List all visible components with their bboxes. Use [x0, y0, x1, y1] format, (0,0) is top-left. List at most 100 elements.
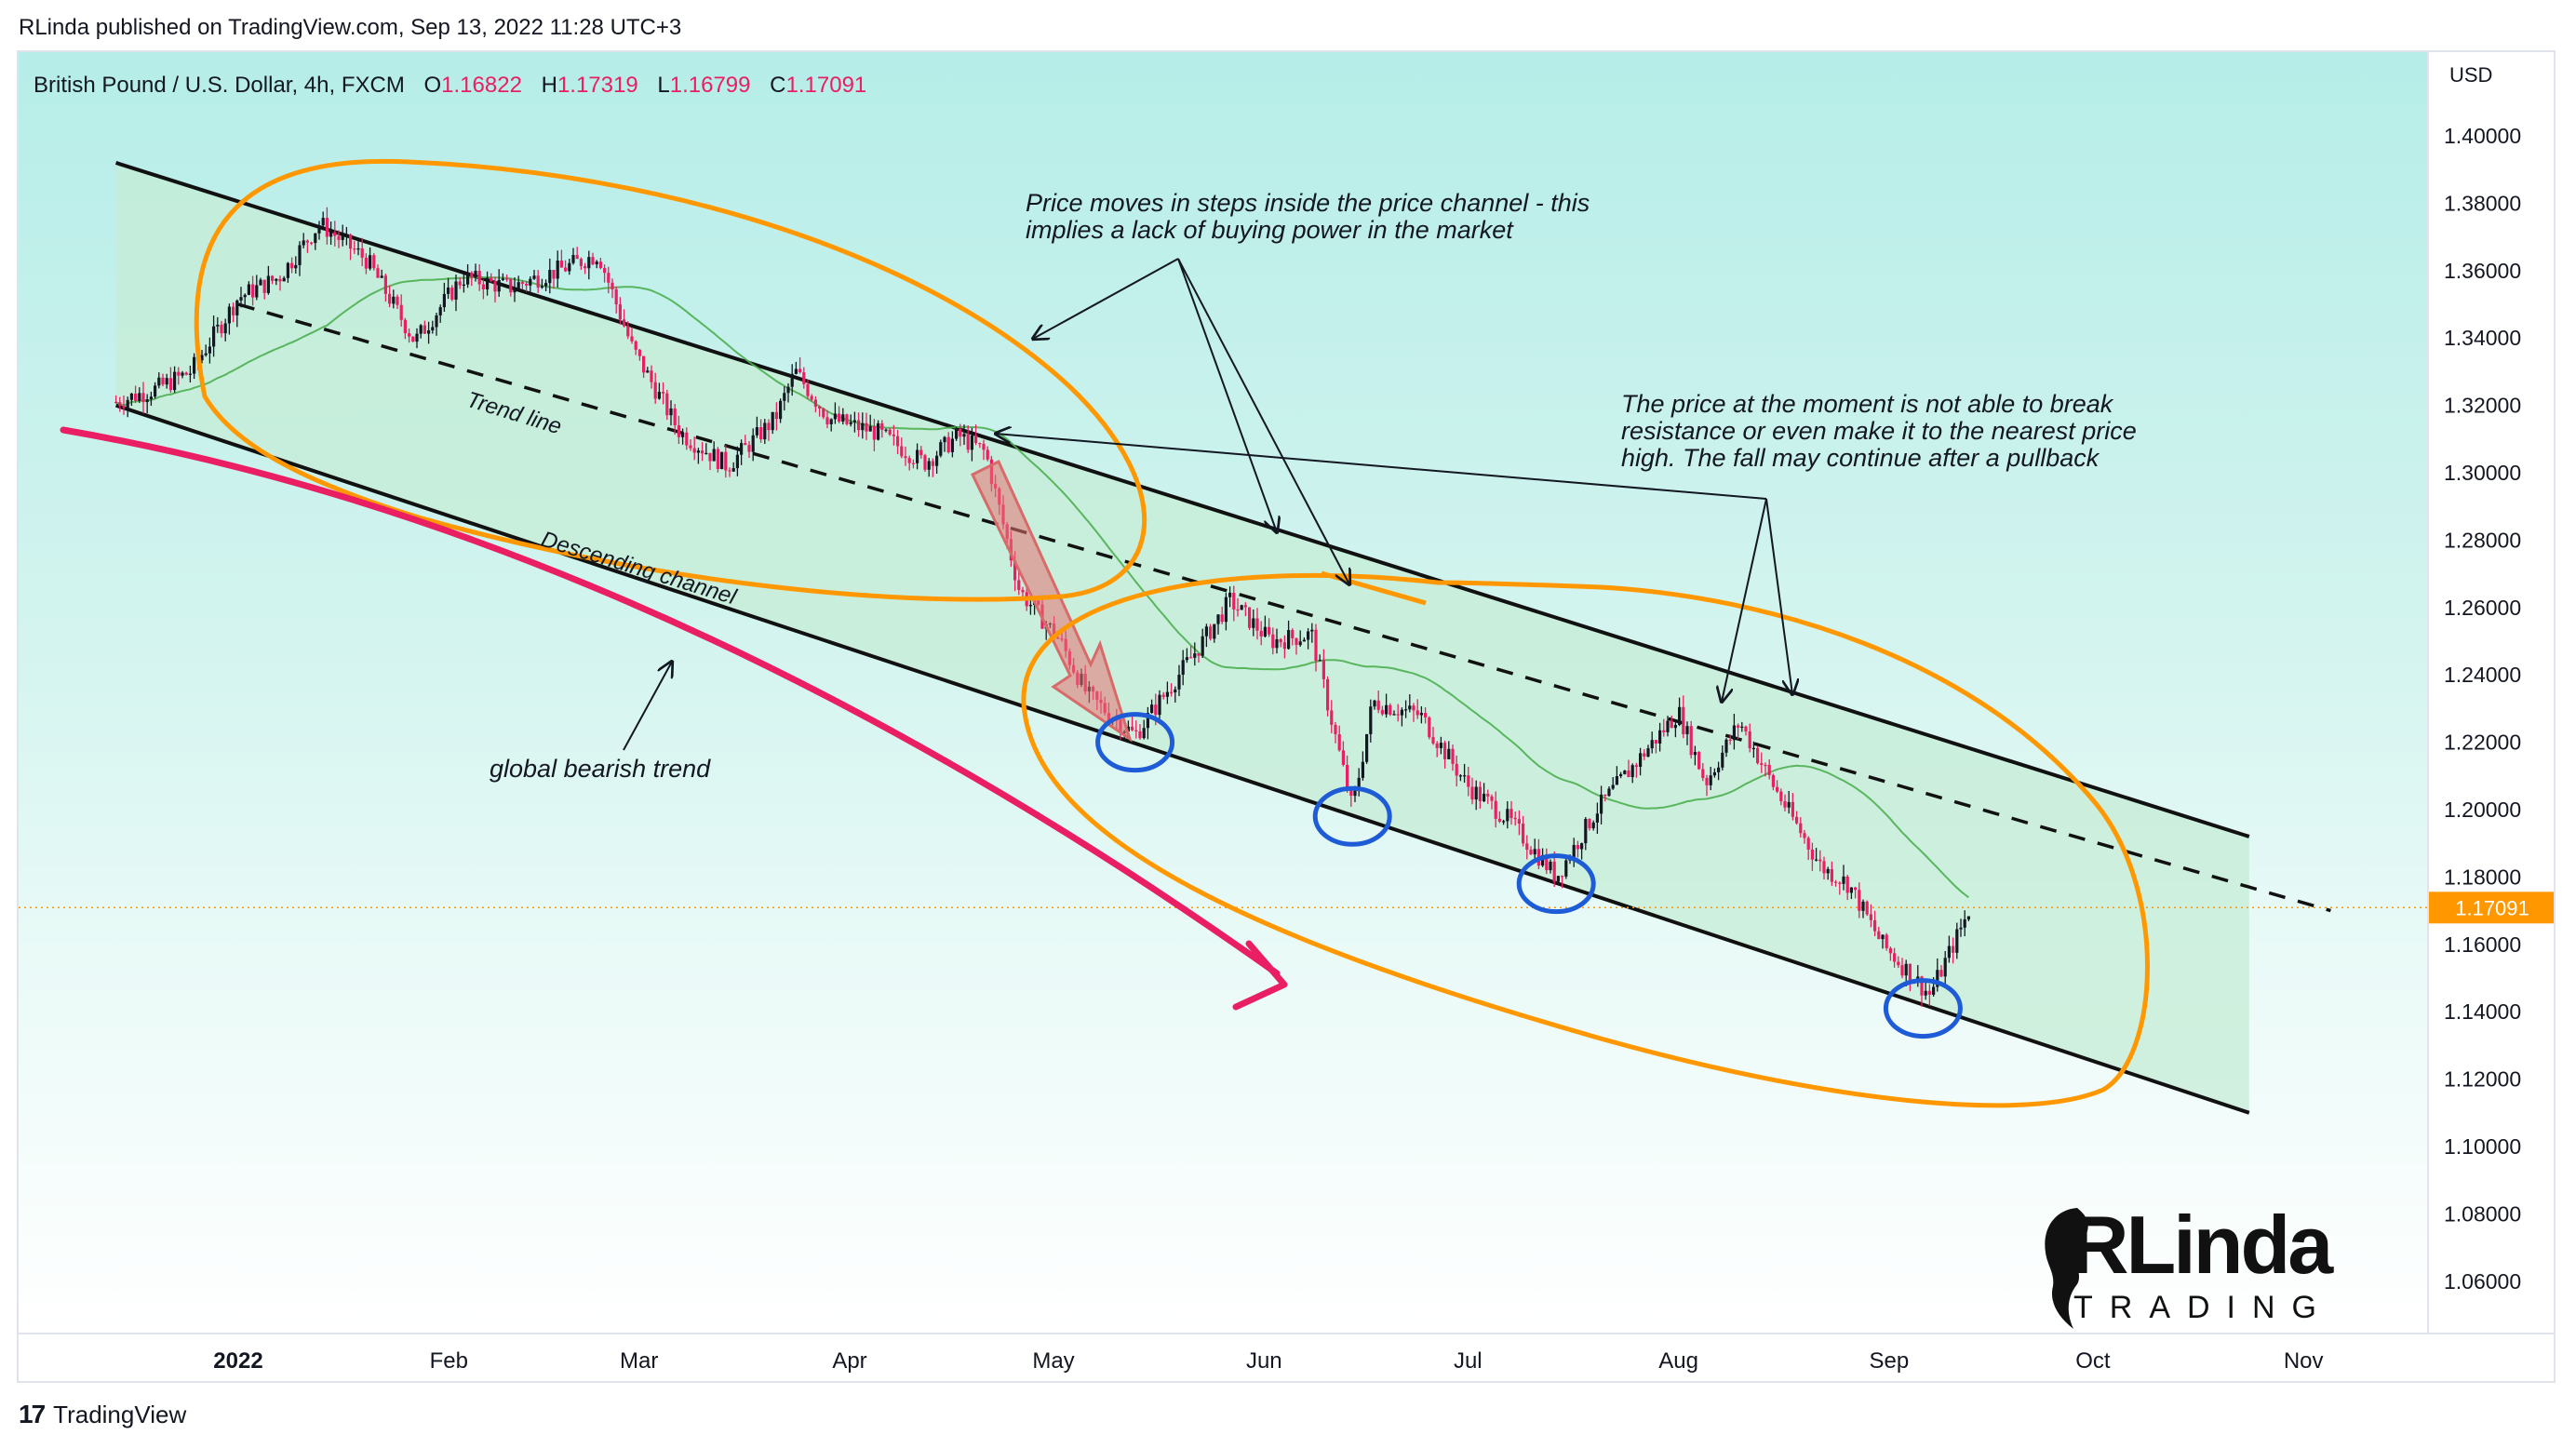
candle [1138, 724, 1142, 740]
annotation-steps-line2: implies a lack of buying power in the ma… [1026, 216, 1513, 244]
candle [188, 365, 192, 383]
candle [708, 452, 712, 470]
price-axis[interactable] [2427, 52, 2554, 1333]
candle [1849, 887, 1853, 900]
candle [1322, 649, 1325, 689]
candle [114, 395, 118, 404]
support-touch-markers [1095, 712, 1963, 1039]
candle [1017, 570, 1021, 596]
time-tick-label: Jul [1454, 1348, 1483, 1374]
candle [1150, 699, 1154, 714]
candle [411, 336, 415, 342]
price-tick-label: 1.08000 [2444, 1201, 2521, 1226]
candle [364, 253, 368, 275]
candle [145, 394, 149, 414]
candle [325, 207, 329, 245]
candle [1334, 721, 1337, 744]
brand-main-text: RLinda [2070, 1199, 2333, 1291]
candle [1275, 628, 1279, 654]
candle [771, 411, 774, 435]
price-tick-label: 1.36000 [2444, 259, 2521, 283]
candle [1291, 628, 1295, 646]
close-value: 1.17091 [785, 73, 867, 98]
symbol-name: British Pound / U.S. Dollar, 4h, FXCM [34, 73, 405, 98]
candle [1385, 693, 1389, 718]
time-tick-label: 2022 [213, 1348, 262, 1374]
candle [677, 415, 680, 445]
candle [1513, 811, 1517, 826]
currency-label[interactable]: USD [2449, 63, 2493, 87]
candle [1174, 686, 1177, 703]
candle [950, 431, 954, 458]
channel-lower-line[interactable] [114, 403, 2250, 1115]
candle [857, 412, 861, 437]
tradingview-footer[interactable]: 17 TradingView [19, 1400, 186, 1429]
candle [1795, 811, 1799, 825]
candle [1341, 741, 1345, 767]
price-tick-label: 1.24000 [2444, 663, 2521, 687]
candle [138, 387, 141, 404]
support-touch-circle [1312, 785, 1392, 847]
candle [317, 221, 321, 240]
pointer-arrow-resist-1 [996, 434, 1767, 500]
candle [193, 353, 196, 380]
candle [810, 394, 813, 402]
candle [247, 281, 250, 296]
candle [1877, 926, 1881, 940]
candle [1314, 623, 1318, 672]
price-tick-label: 1.20000 [2444, 798, 2521, 822]
candle [442, 282, 446, 312]
candle [1396, 704, 1400, 722]
candle [1888, 946, 1892, 961]
candle [470, 271, 474, 287]
candle [610, 278, 614, 299]
candle [1506, 800, 1509, 829]
candle [825, 409, 829, 429]
candle [435, 313, 438, 336]
candle [376, 264, 380, 278]
trend-line[interactable] [237, 302, 2331, 913]
candle [1595, 802, 1599, 835]
candle [1204, 623, 1208, 648]
candle [1282, 635, 1286, 659]
price-tick-label: 1.14000 [2444, 999, 2521, 1024]
candle [1662, 718, 1666, 737]
open-label: O [423, 73, 442, 98]
time-tick-label: Jun [1246, 1348, 1282, 1374]
candle [423, 320, 426, 334]
candle [333, 221, 337, 247]
candle [1252, 609, 1255, 637]
candle [884, 428, 888, 433]
time-tick-label: Nov [2284, 1348, 2324, 1374]
candle [1529, 846, 1533, 855]
candle [294, 256, 298, 275]
candle [415, 328, 419, 349]
last-price-tag[interactable]: 1.17091 [2429, 892, 2556, 924]
candle [141, 382, 145, 414]
candle [1486, 789, 1490, 804]
brand-sub-text: TRADING [2073, 1290, 2333, 1325]
candle [1228, 586, 1232, 608]
candle [1588, 818, 1591, 831]
close-label: C [770, 73, 786, 98]
candle [759, 419, 763, 443]
candle [1751, 741, 1755, 758]
candle [427, 321, 431, 344]
candle [1490, 794, 1494, 810]
candle [662, 382, 665, 405]
candle [286, 261, 289, 283]
candle [630, 328, 634, 344]
candle [122, 396, 126, 415]
support-touch-circle [1883, 978, 1963, 1039]
candle [786, 382, 790, 403]
candle [931, 458, 934, 477]
time-axis[interactable] [19, 1333, 2554, 1381]
candle [181, 370, 184, 379]
candle [798, 356, 802, 374]
symbol-legend[interactable]: British Pound / U.S. Dollar, 4h, FXCM O 1… [34, 73, 866, 99]
candle [623, 309, 626, 328]
annotation-steps-line1: Price moves in steps inside the price ch… [1026, 189, 1590, 217]
candle [1603, 794, 1607, 802]
candle [868, 414, 872, 432]
candle [740, 439, 744, 465]
